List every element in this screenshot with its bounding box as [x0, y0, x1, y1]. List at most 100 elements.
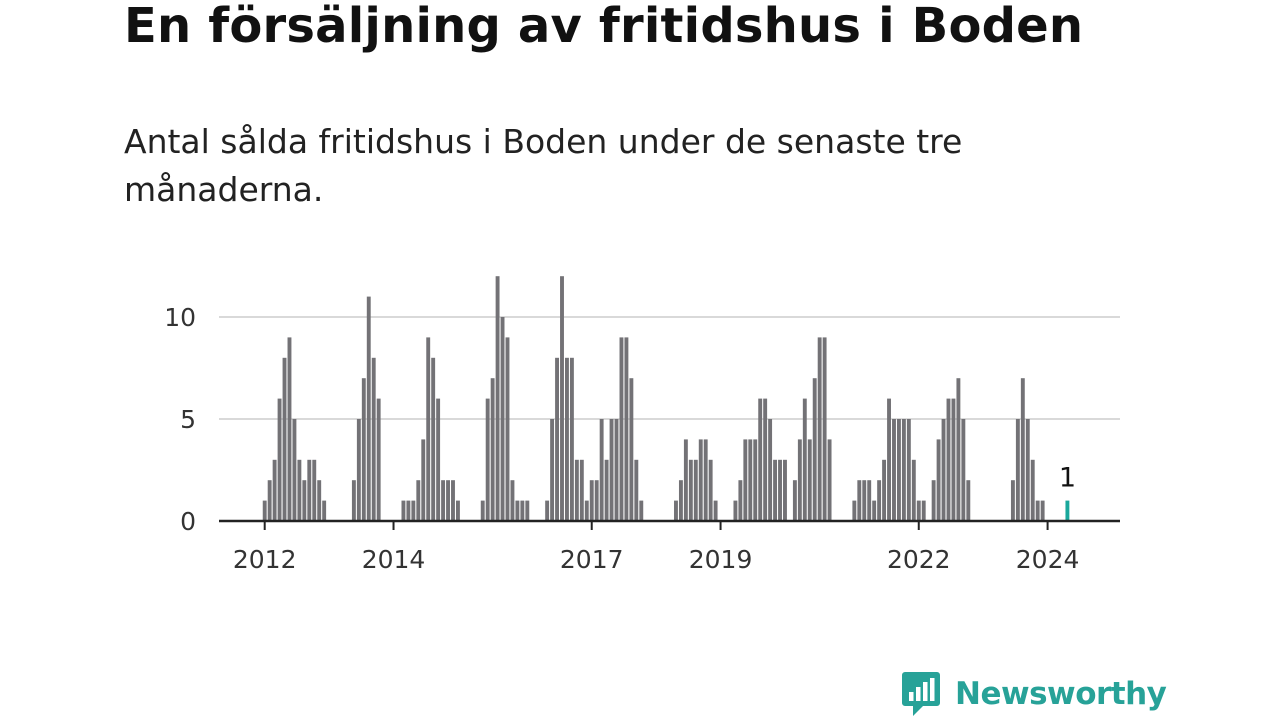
bar: [753, 439, 758, 521]
bar: [451, 480, 455, 521]
bar: [565, 357, 569, 521]
brand-logo: Newsworthy: [901, 670, 1167, 718]
bar: [515, 500, 520, 521]
bar: [688, 459, 693, 521]
bar: [896, 419, 901, 521]
bar: [1020, 378, 1025, 521]
bar: [946, 398, 951, 521]
bar: [609, 419, 614, 521]
bar: [882, 459, 887, 521]
bar: [376, 398, 381, 521]
bar: [936, 439, 941, 521]
bar: [262, 500, 267, 521]
bar: [892, 419, 896, 521]
bar: [624, 337, 629, 521]
bar: [356, 419, 361, 521]
bar: [812, 378, 817, 521]
bar: [446, 480, 450, 521]
bar: [520, 500, 525, 521]
bar: [510, 480, 515, 521]
bar: [421, 439, 426, 521]
x-tick-label: 2022: [887, 545, 951, 574]
bar: [490, 378, 495, 521]
bar: [579, 459, 584, 521]
bar: [366, 296, 371, 521]
bar: [569, 357, 574, 521]
bar: [1040, 500, 1045, 521]
bar: [480, 500, 485, 521]
bar: [302, 480, 307, 521]
chart-title: En försäljning av fritidshus i Boden: [124, 0, 1084, 54]
bar: [708, 459, 713, 521]
bar: [827, 439, 832, 521]
bar: [862, 480, 867, 521]
labels: 0 5 10 1 2012 2014 2017 2019 2022 2024: [164, 303, 1079, 574]
bar: [589, 480, 594, 521]
bar: [307, 459, 312, 521]
x-tick-label: 2024: [1016, 545, 1080, 574]
gridlines: [219, 316, 1120, 420]
bar: [555, 357, 559, 521]
bar-chart: 0 5 10 1 2012 2014 2017 2019 2022 2024: [164, 276, 1120, 574]
bar: [1015, 419, 1020, 521]
bar: [322, 500, 327, 521]
bar: [267, 480, 272, 521]
chart-subtitle: Antal sålda fritidshus i Boden under de …: [124, 122, 963, 209]
bar: [877, 480, 882, 521]
bar: [436, 398, 441, 521]
x-tick-label: 2014: [362, 545, 426, 574]
bar: [455, 500, 460, 521]
bar: [1035, 500, 1040, 521]
bar: [678, 480, 683, 521]
newsworthy-logo-icon: [902, 672, 940, 716]
brand-name: Newsworthy: [955, 676, 1167, 712]
bar: [277, 398, 282, 521]
bar: [931, 480, 936, 521]
bar: [783, 459, 787, 521]
bar: [758, 398, 763, 521]
bar: [272, 459, 277, 521]
bar: [525, 500, 530, 521]
bar: [778, 459, 782, 521]
bar: [1010, 480, 1015, 521]
bar: [431, 357, 436, 521]
bar: [550, 419, 555, 521]
bar: [768, 419, 773, 521]
bar: [852, 500, 857, 521]
bar: [748, 439, 753, 521]
bar: [599, 419, 604, 521]
bar: [604, 459, 609, 521]
bar: [916, 500, 921, 521]
bar: [966, 480, 971, 521]
bar: [763, 398, 768, 521]
bar: [674, 500, 678, 521]
bar: [406, 500, 411, 521]
bar: [683, 439, 688, 521]
bar: [371, 357, 376, 521]
y-tick-label: 5: [180, 405, 196, 434]
bar: [887, 398, 891, 521]
bar: [500, 317, 505, 521]
bar: [792, 480, 797, 521]
bar: [698, 439, 703, 521]
bar: [282, 357, 287, 521]
bar: [317, 480, 322, 521]
bar: [921, 500, 926, 521]
x-tick-label: 2019: [689, 545, 753, 574]
bar: [802, 398, 807, 521]
bar: [545, 500, 550, 521]
bar: [614, 419, 619, 521]
highlight-bar: [1065, 500, 1070, 521]
bar: [351, 480, 356, 521]
bar: [287, 337, 292, 521]
bar: [872, 500, 877, 521]
bar: [639, 500, 644, 521]
bar: [426, 337, 431, 521]
bar: [1025, 419, 1030, 521]
bar: [485, 398, 490, 521]
bar: [743, 439, 748, 521]
bar: [961, 419, 966, 521]
bar: [560, 276, 564, 521]
bar: [857, 480, 862, 521]
bar: [574, 459, 579, 521]
